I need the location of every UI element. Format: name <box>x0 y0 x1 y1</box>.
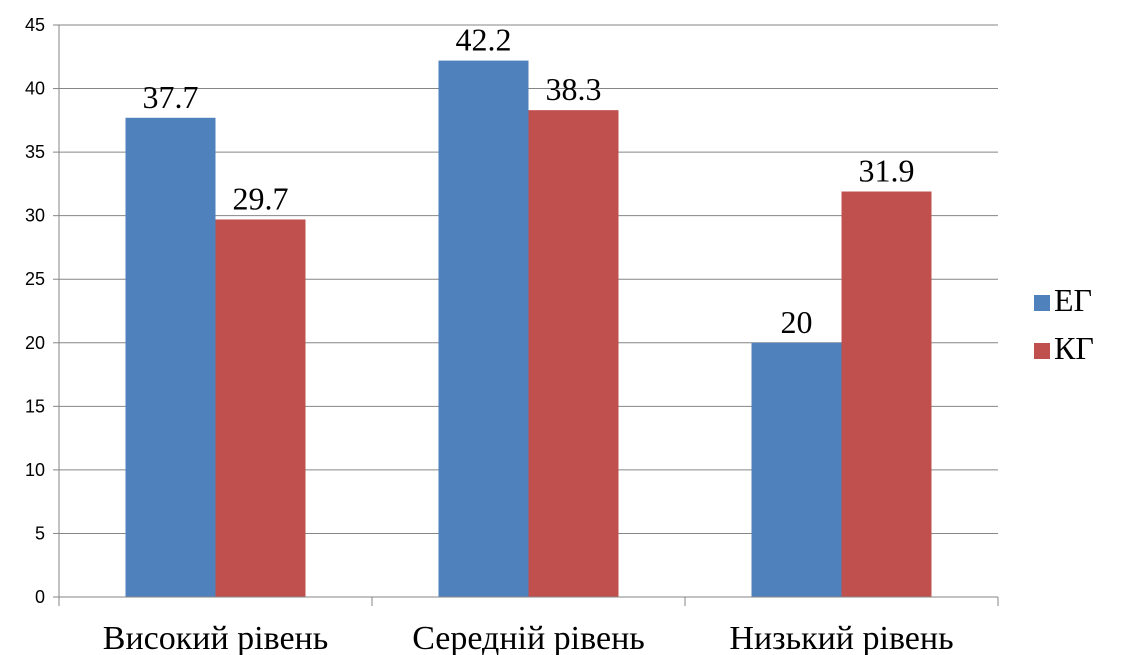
legend-label: КГ <box>1054 330 1094 366</box>
y-tick-label: 35 <box>25 142 45 162</box>
x-category-label: Середній рівень <box>412 620 645 655</box>
bars <box>125 60 932 598</box>
x-category-label: Низький рівень <box>729 620 953 655</box>
y-tick-label: 25 <box>25 269 45 289</box>
bar-kg <box>528 110 619 598</box>
y-tick-label: 0 <box>35 587 45 607</box>
legend-swatch <box>1034 295 1050 311</box>
bar-kg <box>215 219 306 598</box>
data-labels: 37.7 29.7 42.2 38.3 20 31.9 <box>143 22 915 340</box>
legend-swatch <box>1034 343 1050 359</box>
data-label: 29.7 <box>233 180 289 216</box>
y-tick-label: 40 <box>25 79 45 99</box>
data-label: 42.2 <box>456 22 512 58</box>
x-axis: Високий рівень Середній рівень Низький рів… <box>58 25 999 655</box>
bar-eg <box>125 117 216 598</box>
y-tick-label: 5 <box>35 523 45 543</box>
data-label: 37.7 <box>143 79 199 115</box>
bar-eg <box>438 60 529 597</box>
y-tick-label: 15 <box>25 396 45 416</box>
data-label: 20 <box>781 304 813 340</box>
y-tick-label: 20 <box>25 333 45 353</box>
y-axis-ticks: 0 5 10 15 20 25 30 35 40 45 <box>25 15 59 607</box>
data-label: 38.3 <box>546 71 602 107</box>
data-label: 31.9 <box>859 153 915 189</box>
y-tick-label: 30 <box>25 206 45 226</box>
legend: ЕГ КГ <box>1034 282 1094 366</box>
x-category-label: Високий рівень <box>103 620 328 655</box>
bar-eg <box>751 342 842 597</box>
y-tick-label: 10 <box>25 460 45 480</box>
legend-label: ЕГ <box>1054 282 1092 318</box>
y-tick-label: 45 <box>25 15 45 35</box>
bar-kg <box>841 191 932 597</box>
